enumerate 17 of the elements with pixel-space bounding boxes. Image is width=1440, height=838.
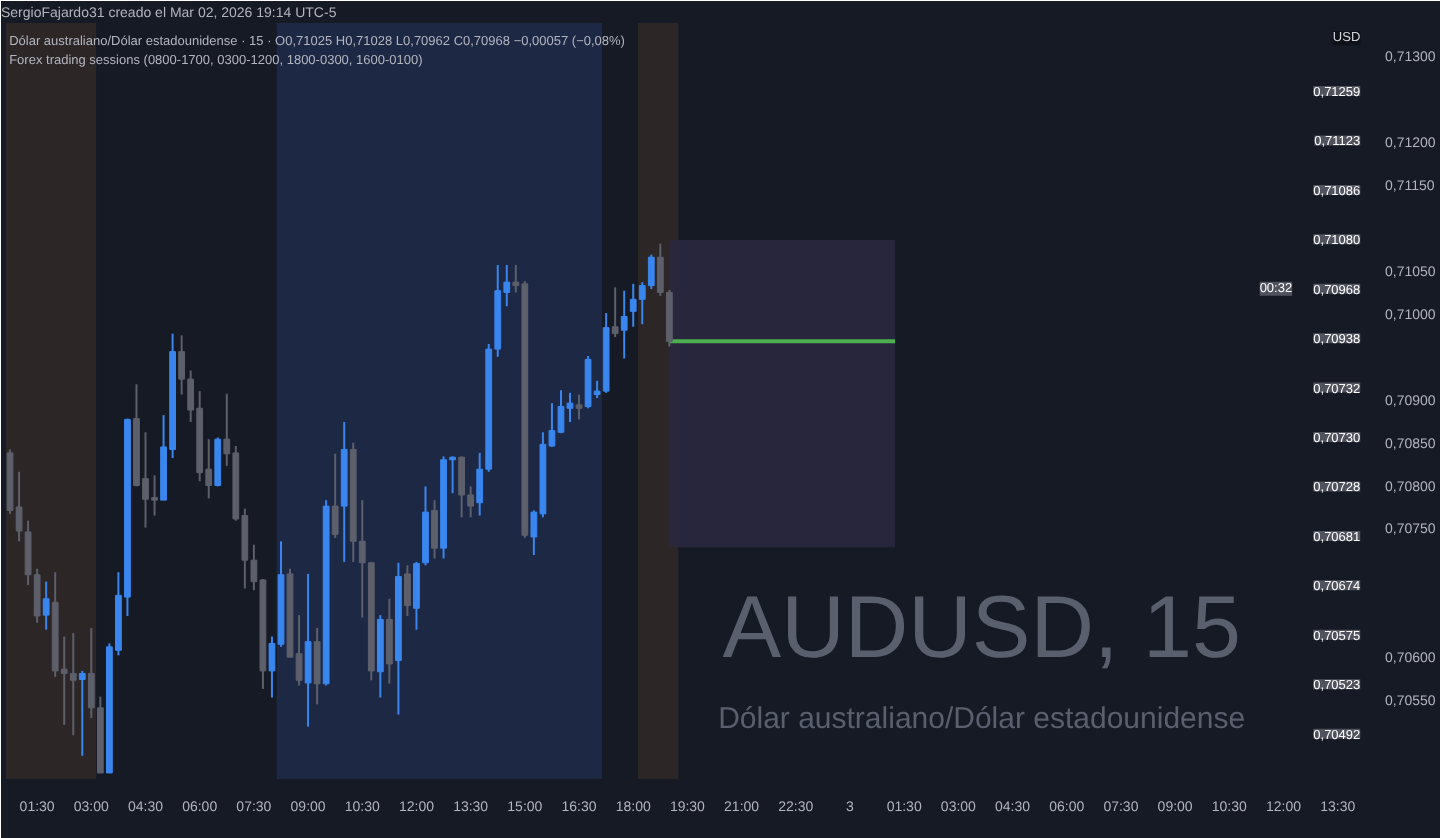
candlestick (458, 455, 466, 519)
candlestick (78, 669, 86, 757)
candlestick (69, 632, 77, 737)
candlestick (620, 289, 628, 360)
candlestick (431, 499, 438, 560)
candlestick (304, 572, 312, 728)
annotation: Dólar australiano/Dólar estadounidense (718, 701, 1246, 736)
annotation: AUDUSD, 15 (722, 578, 1241, 677)
candlestick (331, 452, 339, 539)
candlestick (413, 560, 420, 631)
candlestick (611, 286, 619, 339)
candlestick (214, 436, 222, 488)
candlestick (404, 564, 411, 617)
candlestick (385, 597, 393, 685)
candlestick (575, 393, 583, 421)
candlestick (42, 580, 50, 631)
candlestick (313, 626, 321, 706)
